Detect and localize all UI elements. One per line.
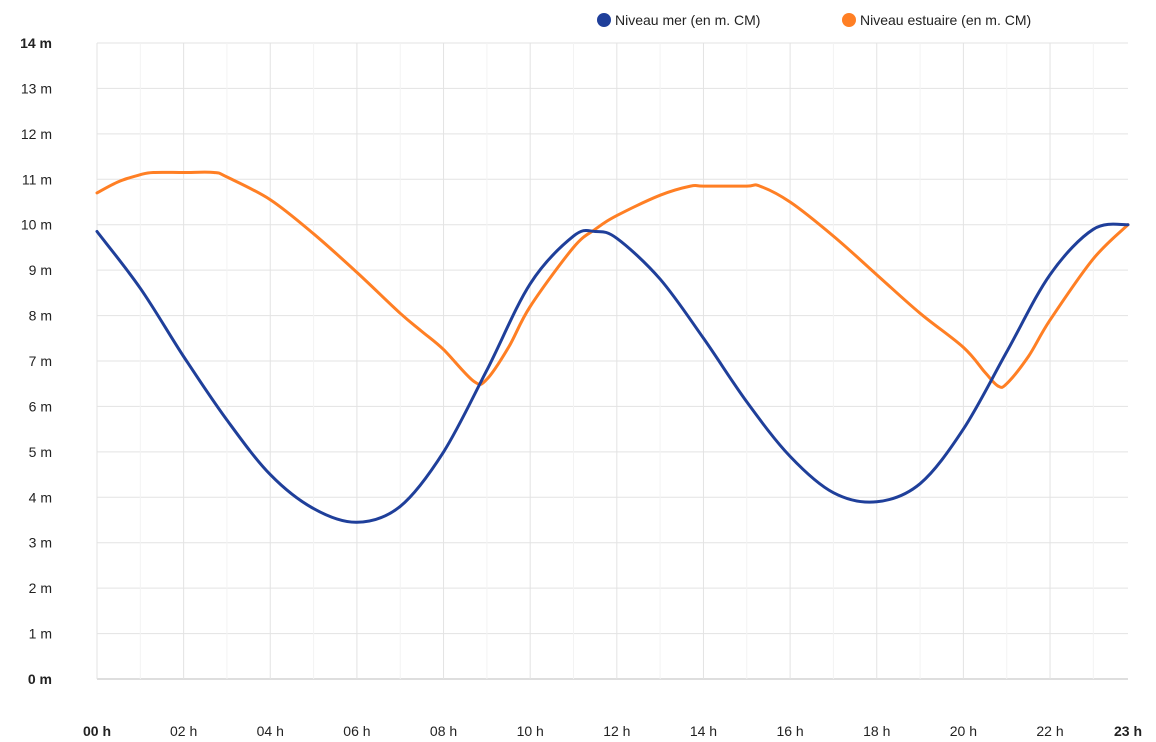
x-tick-label: 06 h — [343, 723, 370, 739]
legend-label-niveau-estuaire: Niveau estuaire (en m. CM) — [860, 12, 1031, 28]
legend-marker-niveau-estuaire — [842, 13, 856, 27]
x-tick-label: 14 h — [690, 723, 717, 739]
y-tick-label: 6 m — [29, 398, 52, 414]
y-tick-label: 2 m — [29, 580, 52, 596]
y-tick-label: 10 m — [21, 217, 52, 233]
y-tick-label: 3 m — [29, 535, 52, 551]
y-tick-label: 0 m — [28, 671, 52, 687]
series-line-niveau-mer — [95, 222, 1130, 524]
x-tick-label: 08 h — [430, 723, 457, 739]
y-tick-label: 7 m — [29, 353, 52, 369]
y-tick-label: 9 m — [29, 262, 52, 278]
legend-marker-niveau-mer — [597, 13, 611, 27]
x-tick-label: 00 h — [83, 723, 111, 739]
y-tick-label: 11 m — [22, 171, 52, 187]
y-axis-ticks: 0 m 1 m 2 m 3 m 4 m 5 m 6 m 7 m 8 m 9 m 10 m 11 m 12… — [20, 35, 52, 687]
x-tick-label: 12 h — [603, 723, 630, 739]
x-tick-label: 22 h — [1036, 723, 1063, 739]
series-line-niveau-estuaire — [95, 170, 1130, 389]
x-axis-ticks: 00 h 02 h 04 h 06 h 08 h 10 h 12 h 14 h 16 h 18 h… — [83, 723, 1142, 739]
y-tick-label: 8 m — [29, 308, 52, 324]
x-tick-label: 18 h — [863, 723, 890, 739]
legend: Niveau mer (en m. CM) Niveau estuaire (e… — [597, 12, 1031, 28]
x-tick-label: 16 h — [776, 723, 803, 739]
y-tick-label: 1 m — [29, 626, 52, 642]
x-tick-label: 04 h — [257, 723, 284, 739]
y-tick-label: 14 m — [20, 35, 52, 51]
x-tick-label: 20 h — [950, 723, 977, 739]
y-tick-label: 13 m — [21, 80, 52, 96]
x-tick-label: 10 h — [517, 723, 544, 739]
x-tick-label: 23 h — [1114, 723, 1142, 739]
y-tick-label: 4 m — [29, 489, 52, 505]
series-lines — [95, 170, 1130, 524]
legend-label-niveau-mer: Niveau mer (en m. CM) — [615, 12, 760, 28]
y-tick-label: 5 m — [29, 444, 52, 460]
grid-lines — [96, 42, 1128, 680]
x-tick-label: 02 h — [170, 723, 197, 739]
y-tick-label: 12 m — [21, 126, 52, 142]
